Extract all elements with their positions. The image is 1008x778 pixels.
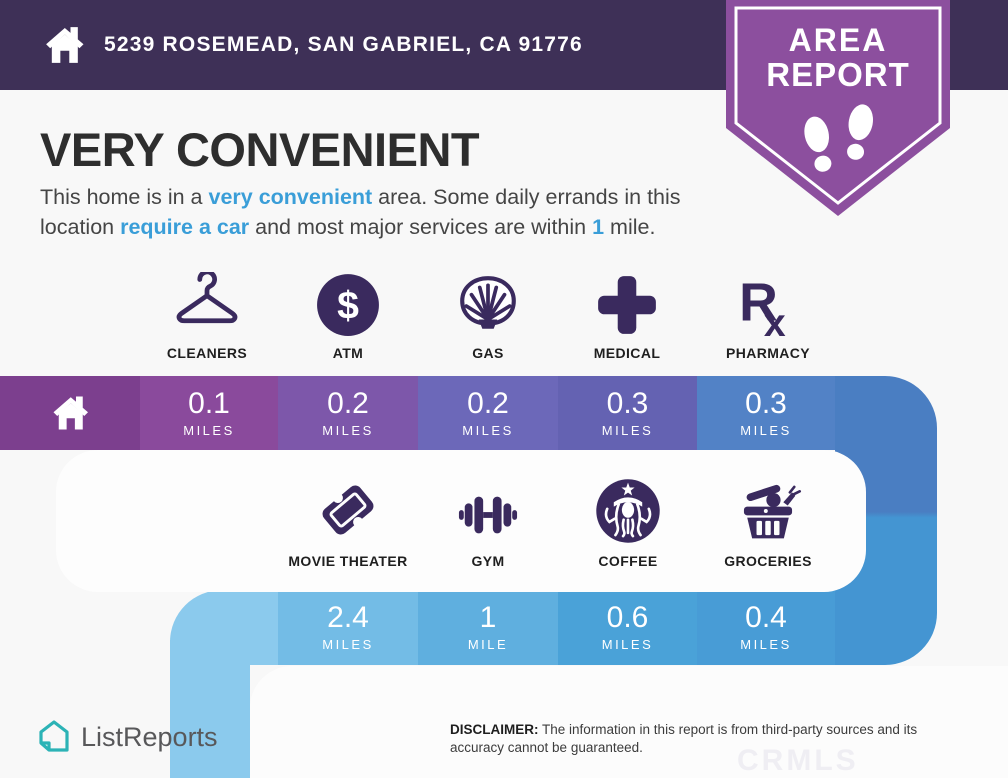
poi-pharmacy: R x PHARMACY bbox=[725, 272, 811, 361]
basket-icon bbox=[743, 484, 802, 539]
disclaimer-text: DISCLAIMER: The information in this repo… bbox=[450, 722, 918, 756]
highlight-very-convenient: very convenient bbox=[208, 185, 373, 209]
distance-segment: 0.3 MILES bbox=[558, 376, 697, 450]
home-icon bbox=[46, 27, 84, 63]
home-icon bbox=[53, 396, 88, 430]
poi-gym: GYM bbox=[398, 474, 578, 569]
dumbbell-icon bbox=[458, 496, 518, 534]
highlight-require-a-car: require a car bbox=[120, 214, 250, 239]
rx-icon: R x bbox=[739, 272, 786, 338]
poi-gas: GAS bbox=[398, 266, 578, 361]
badge-text: AREA REPORT bbox=[766, 22, 910, 93]
distance-segment: 2.4 MILES bbox=[278, 590, 418, 665]
dollar-circle-icon: $ bbox=[317, 274, 379, 336]
shell-icon bbox=[460, 276, 516, 329]
siren-icon bbox=[596, 479, 660, 543]
poi-groceries: GROCERIES bbox=[678, 474, 858, 569]
page-title: VERY CONVENIENT bbox=[40, 123, 480, 176]
home-segment bbox=[0, 376, 140, 450]
poi-cleaners: CLEANERS bbox=[117, 266, 297, 361]
medical-cross-icon bbox=[598, 276, 656, 334]
summary-text: This home is in a very convenient area. … bbox=[40, 185, 681, 239]
ticket-icon bbox=[322, 485, 374, 535]
distance-segment: 0.4 MILES bbox=[697, 590, 835, 665]
badge-ribbon bbox=[726, 0, 950, 216]
distance-segment: 0.3 MILES bbox=[697, 376, 835, 450]
address-text: 5239 ROSEMEAD, SAN GABRIEL, CA 91776 bbox=[104, 33, 583, 56]
listreports-logo: ListReports bbox=[36, 718, 218, 756]
distance-segment: 0.1 MILES bbox=[140, 376, 278, 450]
highlight-one: 1 bbox=[592, 214, 605, 239]
bar2-down-band bbox=[170, 640, 250, 778]
distance-segment: 0.2 MILES bbox=[278, 376, 418, 450]
crmls-watermark: CRMLS bbox=[737, 744, 859, 777]
listreports-logo-text: ListReports bbox=[81, 721, 218, 752]
area-report-badge: AREA REPORT bbox=[726, 0, 950, 218]
poi-movie-theater: MOVIE THEATER bbox=[258, 474, 438, 569]
poi-atm: $ ATM bbox=[258, 266, 438, 361]
poi-medical: MEDICAL bbox=[537, 266, 717, 361]
poi-coffee: COFFEE bbox=[538, 474, 718, 569]
listreports-house-icon bbox=[39, 720, 69, 752]
distance-segment: 1 MILE bbox=[418, 590, 558, 665]
footer-card bbox=[250, 666, 1008, 778]
footprints-icon bbox=[804, 104, 874, 172]
svg-text:$: $ bbox=[337, 284, 359, 327]
poi-card-row-2 bbox=[56, 450, 866, 592]
distance-segment: 0.2 MILES bbox=[418, 376, 558, 450]
svg-text:x: x bbox=[764, 302, 786, 338]
hanger-icon bbox=[176, 272, 238, 324]
distance-segment: 0.6 MILES bbox=[558, 590, 697, 665]
svg-text:R: R bbox=[739, 272, 778, 332]
